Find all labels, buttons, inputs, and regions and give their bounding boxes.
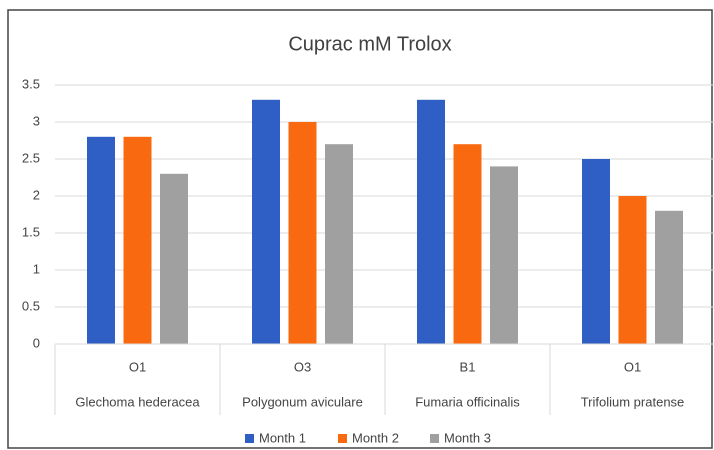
y-tick-label: 0.5 <box>22 298 40 313</box>
legend-label: Month 2 <box>352 430 399 445</box>
x-tick-label: Polygonum aviculare <box>242 394 363 409</box>
legend-label: Month 3 <box>444 430 491 445</box>
legend-swatch <box>430 434 439 443</box>
x-tick-label: Glechoma hederacea <box>75 394 200 409</box>
bar <box>325 144 353 344</box>
y-tick-label: 1 <box>33 261 40 276</box>
y-tick-label: 0 <box>33 335 40 350</box>
x-subcategory-label: O1 <box>129 359 146 374</box>
bar <box>618 196 647 344</box>
chart-title: Cuprac mM Trolox <box>288 33 451 55</box>
x-tick-label: Trifolium pratense <box>581 394 685 409</box>
bar <box>417 99 445 344</box>
x-subcategory-label: O1 <box>624 359 641 374</box>
legend-label: Month 1 <box>259 430 306 445</box>
x-subcategory-label: B1 <box>460 359 476 374</box>
y-tick-label: 2.5 <box>22 150 40 165</box>
bar <box>123 136 152 344</box>
x-tick-label: Fumaria officinalis <box>415 394 520 409</box>
x-subcategory-label: O3 <box>294 359 311 374</box>
bar <box>288 122 317 344</box>
y-tick-label: 3.5 <box>22 76 40 91</box>
bar <box>655 210 683 344</box>
legend-swatch <box>245 434 254 443</box>
bar <box>453 144 482 344</box>
bar <box>490 166 518 344</box>
bar <box>160 173 188 344</box>
y-tick-label: 3 <box>33 113 40 128</box>
legend-swatch <box>338 434 347 443</box>
y-tick-label: 2 <box>33 187 40 202</box>
bar <box>87 136 115 344</box>
bar <box>252 99 280 344</box>
y-tick-label: 1.5 <box>22 224 40 239</box>
bar <box>582 159 610 344</box>
